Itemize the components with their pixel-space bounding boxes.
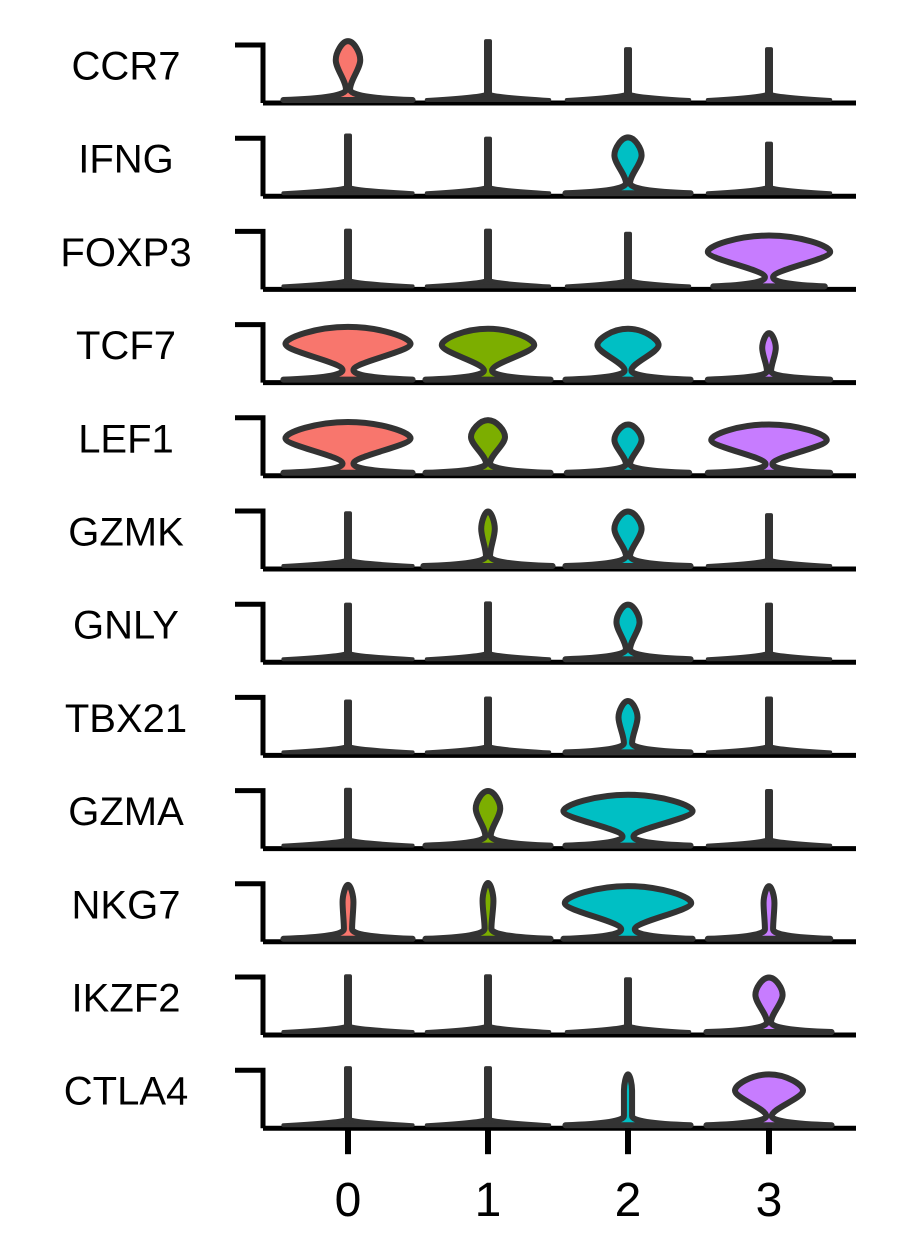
y-axis-line <box>235 322 266 383</box>
gene-label: GZMK <box>68 510 184 554</box>
gene-label: IKZF2 <box>72 976 181 1020</box>
violin-gzma-1 <box>422 788 554 849</box>
y-axis-line <box>235 228 266 290</box>
violin-nkg7-1 <box>422 880 554 942</box>
panel-ikzf2: IKZF2 <box>72 974 856 1038</box>
panel-ifng: IFNG <box>78 133 856 199</box>
violin-tcf7-0 <box>280 323 416 383</box>
y-axis-line <box>235 508 266 569</box>
violin-gzma-3 <box>705 789 833 848</box>
x-tick-label: 0 <box>335 1174 362 1227</box>
violin-tcf7-3 <box>704 330 834 383</box>
violin-ccr7-3 <box>705 47 833 102</box>
violin-ikzf2-2 <box>564 977 692 1034</box>
gene-label: CCR7 <box>72 44 181 88</box>
panel-gzma: GZMA <box>68 787 856 852</box>
y-axis-line <box>235 135 266 197</box>
violin-ifng-0 <box>281 133 415 196</box>
violin-gzma-2 <box>560 791 696 849</box>
gene-label: GNLY <box>73 604 179 648</box>
gene-label: FOXP3 <box>60 231 191 275</box>
violin-ifng-2 <box>562 134 694 197</box>
violin-gnly-2 <box>562 601 694 663</box>
violin-panels: CCR7 IFNG FOXP3 TCF7 LEF1 GZMK GNLY TBX21 GZMA NK… <box>60 38 856 1131</box>
y-axis-line <box>235 694 266 756</box>
violin-ikzf2-0 <box>281 974 415 1034</box>
violin-tcf7-2 <box>562 325 694 383</box>
violin-ikzf2-1 <box>424 974 552 1034</box>
gene-label: LEF1 <box>78 417 174 461</box>
violin-nkg7-2 <box>560 883 696 942</box>
violin-ccr7-2 <box>564 47 692 102</box>
violin-nkg7-3 <box>704 883 834 942</box>
gene-label: NKG7 <box>72 883 181 927</box>
violin-ikzf2-3 <box>703 974 835 1035</box>
gene-label: GZMA <box>68 790 184 834</box>
panel-ccr7: CCR7 <box>72 38 856 106</box>
violin-ctla4-1 <box>424 1066 552 1128</box>
x-axis: 0 1 2 3 <box>335 1128 783 1227</box>
violin-gzmk-2 <box>562 508 694 569</box>
gene-label: CTLA4 <box>64 1070 189 1114</box>
violin-foxp3-3 <box>704 232 834 290</box>
violin-lef1-1 <box>422 417 554 476</box>
y-axis-line <box>235 415 266 476</box>
gene-label: TBX21 <box>65 697 187 741</box>
violin-ctla4-3 <box>703 1071 835 1129</box>
panel-gnly: GNLY <box>73 601 856 665</box>
violin-nkg7-0 <box>280 881 416 942</box>
violin-ifng-1 <box>424 136 552 196</box>
violin-gzma-0 <box>281 787 415 848</box>
gene-label: TCF7 <box>76 324 176 368</box>
y-axis-line <box>235 601 266 663</box>
violin-gnly-1 <box>424 601 552 662</box>
violin-ccr7-1 <box>424 39 552 102</box>
violin-foxp3-2 <box>564 231 692 289</box>
violin-tcf7-1 <box>422 325 554 383</box>
violin-tbx21-1 <box>424 696 552 755</box>
y-axis-line <box>235 974 266 1035</box>
violin-lef1-3 <box>704 421 834 476</box>
x-tick-label: 3 <box>756 1174 783 1227</box>
y-axis-line <box>235 42 266 103</box>
violin-ctla4-2 <box>562 1071 694 1129</box>
panel-gzmk: GZMK <box>68 508 856 572</box>
violin-ctla4-0 <box>281 1066 415 1128</box>
violin-lef1-0 <box>280 418 416 476</box>
violin-gzmk-1 <box>420 508 556 569</box>
violin-foxp3-1 <box>424 228 552 289</box>
violin-ccr7-0 <box>280 38 416 103</box>
panel-foxp3: FOXP3 <box>60 228 856 292</box>
gene-label: IFNG <box>78 138 174 182</box>
y-axis-line <box>235 1067 266 1129</box>
violin-tbx21-2 <box>562 697 694 756</box>
panel-nkg7: NKG7 <box>72 880 856 945</box>
violin-ifng-3 <box>705 141 833 196</box>
violin-tbx21-0 <box>281 699 415 755</box>
violin-gzmk-3 <box>705 513 833 568</box>
violin-gzmk-0 <box>281 511 415 568</box>
panel-tbx21: TBX21 <box>65 694 856 758</box>
violin-gnly-3 <box>705 602 833 662</box>
y-axis-line <box>235 788 266 849</box>
violin-foxp3-0 <box>281 228 415 289</box>
panel-ctla4: CTLA4 <box>64 1066 856 1131</box>
violin-lef1-2 <box>563 421 693 476</box>
y-axis-line <box>235 881 266 942</box>
panel-lef1: LEF1 <box>78 415 856 479</box>
violin-tbx21-3 <box>705 696 833 755</box>
x-tick-label: 1 <box>475 1174 502 1227</box>
x-tick-label: 2 <box>615 1174 642 1227</box>
violin-gnly-0 <box>281 602 415 662</box>
panel-tcf7: TCF7 <box>76 322 856 386</box>
